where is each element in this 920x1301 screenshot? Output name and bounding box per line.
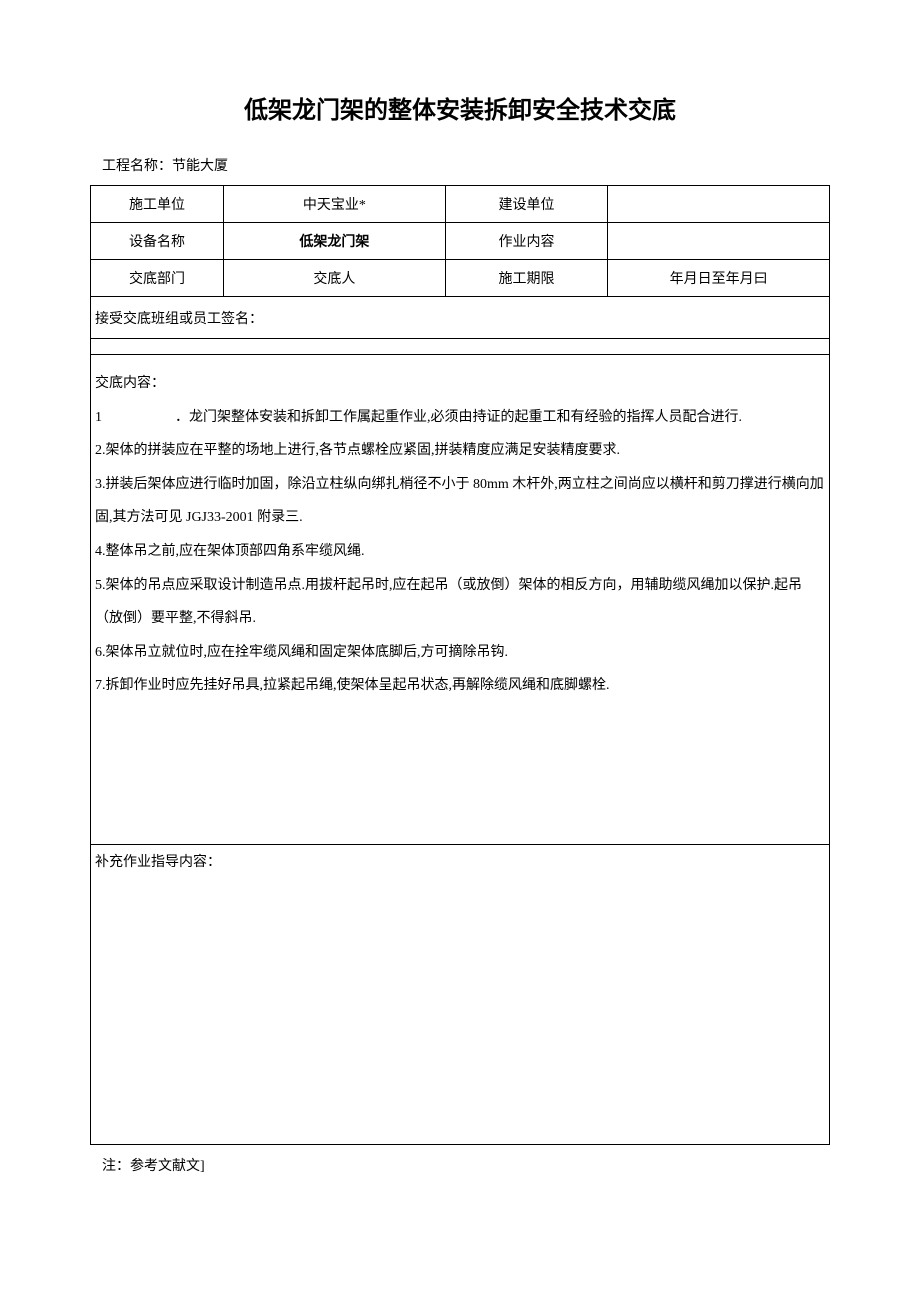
item-number: 1: [95, 401, 175, 435]
item-number: 7.: [95, 678, 106, 693]
table-row: 交底部门 交底人 施工期限 年月日至年月曰: [91, 260, 830, 297]
signature-label: 接受交底班组或员工签名：: [91, 297, 830, 339]
item-number: 4.: [95, 544, 106, 559]
cell-value: [608, 186, 830, 223]
content-item: 5.架体的吊点应采取设计制造吊点.用拔杆起吊时,应在起吊（或放倒）架体的相反方向…: [95, 569, 825, 636]
signature-row: 接受交底班组或员工签名：: [91, 297, 830, 339]
item-number: 6.: [95, 645, 106, 660]
content-cell: 交底内容： 1．龙门架整体安装和拆卸工作属起重作业,必须由持证的起重工和有经验的…: [91, 355, 830, 845]
item-text: 拆卸作业时应先挂好吊具,拉紧起吊绳,使架体呈起吊状态,再解除缆风绳和底脚螺栓.: [106, 678, 610, 693]
cell-value: 年月日至年月曰: [608, 260, 830, 297]
item-text: 架体吊立就位时,应在拴牢缆风绳和固定架体底脚后,方可摘除吊钩.: [106, 645, 509, 660]
item-text: 拼装后架体应进行临时加固，除沿立柱纵向绑扎梢径不小于 80mm 木杆外,两立柱之…: [95, 477, 824, 526]
cell-value: 中天宝业*: [224, 186, 446, 223]
footnote: 注：参考文献文]: [90, 1155, 830, 1175]
item-text: 架体的吊点应采取设计制造吊点.用拔杆起吊时,应在起吊（或放倒）架体的相反方向，用…: [95, 578, 802, 627]
project-name: 工程名称：节能大厦: [90, 155, 830, 175]
item-number: 2.: [95, 443, 106, 458]
content-item: 1．龙门架整体安装和拆卸工作属起重作业,必须由持证的起重工和有经验的指挥人员配合…: [95, 401, 825, 435]
document-title: 低架龙门架的整体安装拆卸安全技术交底: [90, 90, 830, 125]
item-text: ．龙门架整体安装和拆卸工作属起重作业,必须由持证的起重工和有经验的指挥人员配合进…: [175, 410, 742, 425]
cell-label: 施工期限: [445, 260, 608, 297]
content-item: 4.整体吊之前,应在架体顶部四角系牢缆风绳.: [95, 535, 825, 569]
content-item: 6.架体吊立就位时,应在拴牢缆风绳和固定架体底脚后,方可摘除吊钩.: [95, 636, 825, 670]
content-label: 交底内容：: [95, 367, 825, 401]
item-number: 3.: [95, 477, 106, 492]
content-item: 3.拼装后架体应进行临时加固，除沿立柱纵向绑扎梢径不小于 80mm 木杆外,两立…: [95, 468, 825, 535]
cell-value: [608, 223, 830, 260]
item-text: 架体的拼装应在平整的场地上进行,各节点螺栓应紧固,拼装精度应满足安装精度要求.: [106, 443, 621, 458]
content-item: 2.架体的拼装应在平整的场地上进行,各节点螺栓应紧固,拼装精度应满足安装精度要求…: [95, 434, 825, 468]
cell-label: 设备名称: [91, 223, 224, 260]
cell-value: 交底人: [224, 260, 446, 297]
supplement-row: 补充作业指导内容：: [91, 845, 830, 1145]
content-row: 交底内容： 1．龙门架整体安装和拆卸工作属起重作业,必须由持证的起重工和有经验的…: [91, 355, 830, 845]
table-row: 施工单位 中天宝业* 建设单位: [91, 186, 830, 223]
cell-label: 施工单位: [91, 186, 224, 223]
spacer-row: [91, 339, 830, 355]
item-number: 5.: [95, 578, 106, 593]
supplement-cell: 补充作业指导内容：: [91, 845, 830, 1145]
info-table: 施工单位 中天宝业* 建设单位 设备名称 低架龙门架 作业内容 交底部门 交底人…: [90, 185, 830, 1145]
table-row: 设备名称 低架龙门架 作业内容: [91, 223, 830, 260]
item-text: 整体吊之前,应在架体顶部四角系牢缆风绳.: [106, 544, 365, 559]
content-item: 7.拆卸作业时应先挂好吊具,拉紧起吊绳,使架体呈起吊状态,再解除缆风绳和底脚螺栓…: [95, 669, 825, 703]
cell-label: 作业内容: [445, 223, 608, 260]
cell-label: 交底部门: [91, 260, 224, 297]
cell-value: 低架龙门架: [224, 223, 446, 260]
cell-label: 建设单位: [445, 186, 608, 223]
spacer-cell: [91, 339, 830, 355]
